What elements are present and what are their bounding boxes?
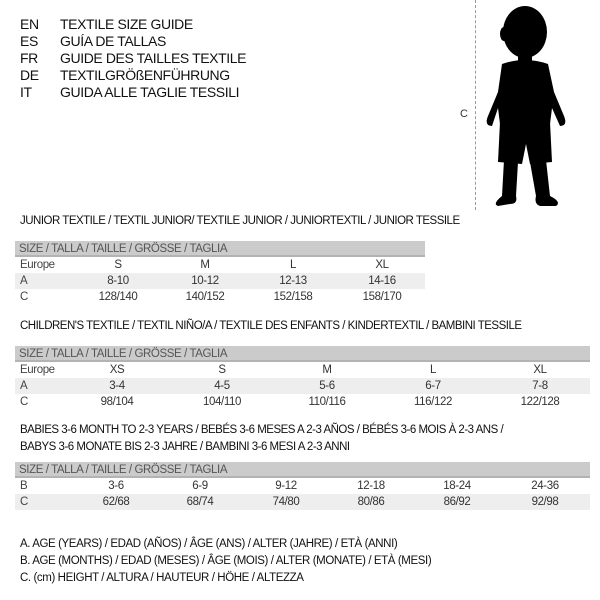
table-row: B 3-6 6-9 9-12 12-18 18-24 24-36 bbox=[15, 478, 590, 494]
legend-line: A. AGE (YEARS) / EDAD (AÑOS) / ÂGE (ANS)… bbox=[20, 538, 398, 550]
language-code: EN bbox=[20, 16, 39, 32]
table-row: C 62/68 68/74 74/80 80/86 86/92 92/98 bbox=[15, 494, 590, 510]
table-title-line2: BABYS 3-6 MONATE BIS 2-3 JAHRE / BAMBINI… bbox=[20, 441, 350, 453]
table-cell: 104/110 bbox=[203, 396, 241, 408]
row-label: C bbox=[20, 396, 28, 408]
table-cell: 12-13 bbox=[279, 275, 307, 287]
table-cell: 9-12 bbox=[275, 480, 297, 492]
table-cell: 158/170 bbox=[362, 291, 402, 303]
table-cell: M bbox=[322, 364, 332, 376]
table-cell: 128/140 bbox=[98, 291, 138, 303]
language-label: GUÍA DE TALLAS bbox=[60, 33, 166, 49]
table-cell: XS bbox=[109, 364, 125, 376]
table-cell: 80/86 bbox=[357, 496, 385, 508]
table-title: CHILDREN'S TEXTILE / TEXTIL NIÑO/A / TEX… bbox=[20, 320, 522, 332]
language-label: GUIDE DES TAILLES TEXTILE bbox=[60, 50, 247, 66]
table-cell: 7-8 bbox=[532, 380, 548, 392]
language-label: GUIDA ALLE TAGLIE TESSILI bbox=[60, 84, 240, 100]
language-code: FR bbox=[20, 50, 38, 66]
language-code: IT bbox=[20, 84, 32, 100]
table-cell: 92/98 bbox=[531, 496, 559, 508]
row-label: C bbox=[20, 496, 28, 508]
table-cell: 116/122 bbox=[414, 396, 452, 408]
table-cell: 62/68 bbox=[102, 496, 130, 508]
table-cell: 24-36 bbox=[531, 480, 559, 492]
language-label: TEXTILE SIZE GUIDE bbox=[60, 16, 193, 32]
child-silhouette-icon bbox=[486, 6, 566, 206]
row-label: Europe bbox=[20, 364, 55, 376]
legend-line: B. AGE (MONTHS) / EDAD (MESES) / ÂGE (MO… bbox=[20, 555, 432, 567]
table-row: Europe S M L XL bbox=[15, 257, 425, 273]
table-row: C 98/104 104/110 110/116 116/122 122/128 bbox=[15, 394, 590, 410]
table-cell: 74/80 bbox=[272, 496, 300, 508]
table-cell: 10-12 bbox=[191, 275, 219, 287]
table-row: Europe XS S M L XL bbox=[15, 362, 590, 378]
table-cell: 6-9 bbox=[192, 480, 208, 492]
size-table: SIZE / TALLA / TAILLE / GRÖSSE / TAGLIA E… bbox=[15, 241, 425, 305]
table-row: A 3-4 4-5 5-6 6-7 7-8 bbox=[15, 378, 590, 394]
row-label: C bbox=[20, 291, 28, 303]
table-cell: S bbox=[114, 259, 122, 271]
table-cell: 18-24 bbox=[443, 480, 471, 492]
table-title: JUNIOR TEXTILE / TEXTIL JUNIOR/ TEXTILE … bbox=[20, 215, 460, 227]
table-title: BABIES 3-6 MONTH TO 2-3 YEARS / BEBÉS 3-… bbox=[20, 424, 504, 436]
table-cell: 152/158 bbox=[273, 291, 313, 303]
table-cell: 4-5 bbox=[214, 380, 230, 392]
table-cell: 98/104 bbox=[100, 396, 134, 408]
table-row: C 128/140 140/152 152/158 158/170 bbox=[15, 289, 425, 305]
language-code: DE bbox=[20, 67, 39, 83]
table-cell: 5-6 bbox=[319, 380, 335, 392]
table-cell: XL bbox=[533, 364, 547, 376]
table-header: SIZE / TALLA / TAILLE / GRÖSSE / TAGLIA bbox=[15, 462, 590, 478]
table-cell: 8-10 bbox=[107, 275, 129, 287]
row-label: A bbox=[20, 380, 28, 392]
table-cell: 86/92 bbox=[443, 496, 471, 508]
table-header: SIZE / TALLA / TAILLE / GRÖSSE / TAGLIA bbox=[15, 241, 425, 257]
language-label: TEXTILGRÖßENFÜHRUNG bbox=[60, 67, 230, 83]
table-cell: 14-16 bbox=[368, 275, 396, 287]
table-cell: 68/74 bbox=[186, 496, 214, 508]
table-cell: XL bbox=[375, 259, 389, 271]
table-cell: 110/116 bbox=[308, 396, 346, 408]
row-label: B bbox=[20, 480, 28, 492]
table-cell: 3-6 bbox=[108, 480, 124, 492]
table-cell: 140/152 bbox=[185, 291, 225, 303]
table-cell: M bbox=[200, 259, 210, 271]
size-table: SIZE / TALLA / TAILLE / GRÖSSE / TAGLIA E… bbox=[15, 346, 590, 410]
table-header: SIZE / TALLA / TAILLE / GRÖSSE / TAGLIA bbox=[15, 346, 590, 362]
row-label: A bbox=[20, 275, 28, 287]
legend-line: C. (cm) HEIGHT / ALTURA / HAUTEUR / HÖHE… bbox=[20, 572, 304, 584]
table-cell: 12-18 bbox=[357, 480, 385, 492]
table-cell: L bbox=[290, 259, 296, 271]
table-row: A 8-10 10-12 12-13 14-16 bbox=[15, 273, 425, 289]
table-cell: L bbox=[430, 364, 436, 376]
height-measure-label: C bbox=[460, 108, 468, 120]
size-table: SIZE / TALLA / TAILLE / GRÖSSE / TAGLIA B… bbox=[15, 462, 590, 510]
divider bbox=[475, 0, 476, 210]
table-cell: 6-7 bbox=[425, 380, 441, 392]
table-cell: 122/128 bbox=[520, 396, 560, 408]
table-cell: 3-4 bbox=[109, 380, 125, 392]
row-label: Europe bbox=[20, 259, 55, 271]
table-cell: S bbox=[218, 364, 226, 376]
language-code: ES bbox=[20, 33, 38, 49]
